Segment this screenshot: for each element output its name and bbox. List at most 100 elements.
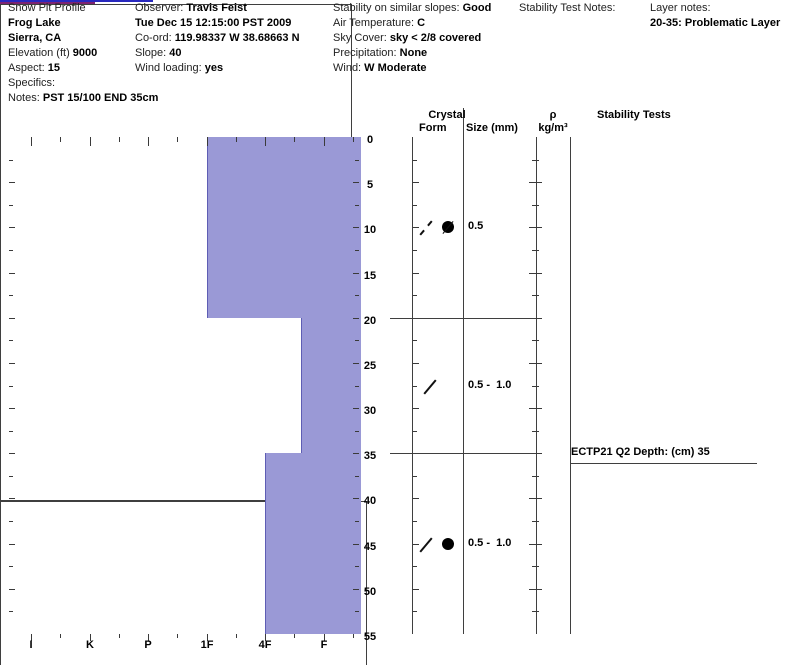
axis-tick bbox=[31, 137, 32, 146]
stability-test-result: ECTP21 Q2 Depth: (cm) 35 bbox=[571, 446, 710, 458]
size-density-divider bbox=[536, 137, 537, 634]
depth-tick bbox=[9, 340, 13, 341]
header-line: Wind: W Moderate bbox=[333, 62, 427, 74]
depth-tick bbox=[9, 566, 13, 567]
axis-tick bbox=[324, 137, 325, 146]
table-depth-tick bbox=[413, 521, 417, 522]
depth-tick bbox=[353, 408, 359, 409]
layer-bar bbox=[265, 453, 361, 634]
header-line: Snow Pit Profile bbox=[8, 2, 86, 14]
header-field-label: Aspect: bbox=[8, 62, 45, 74]
layer-bar bbox=[301, 318, 361, 453]
header-field-value: 119.98337 W 38.68663 N bbox=[171, 32, 300, 44]
hardness-axis-label: F bbox=[320, 639, 328, 651]
grain-size-value: 0.5 - 1.0 bbox=[468, 379, 512, 391]
header-field-label: Notes: bbox=[8, 92, 40, 104]
header-field-value: 20-35: Problematic Layer bbox=[650, 17, 781, 29]
hardness-axis-label: P bbox=[144, 639, 152, 651]
depth-tick bbox=[9, 611, 13, 612]
depth-tick bbox=[9, 453, 15, 454]
axis-tick bbox=[353, 137, 354, 142]
table-depth-tick bbox=[532, 205, 539, 206]
header-line: Air Temperature: C bbox=[333, 17, 425, 29]
table-depth-tick bbox=[532, 611, 539, 612]
table-depth-tick bbox=[532, 386, 539, 387]
rounded-grain-icon bbox=[442, 538, 454, 550]
header-line: Co-ord: 119.98337 W 38.68663 N bbox=[135, 32, 300, 44]
axis-tick bbox=[119, 634, 120, 638]
depth-tick bbox=[9, 521, 13, 522]
grain-slash-icon bbox=[419, 537, 433, 553]
depth-tick bbox=[9, 589, 15, 590]
header-field-label: Layer notes: bbox=[650, 2, 711, 14]
depth-tick bbox=[355, 250, 359, 251]
table-depth-tick bbox=[529, 273, 542, 274]
header-field-value: Tue Dec 15 12:15:00 PST 2009 bbox=[135, 17, 292, 29]
depth-axis-label: 50 bbox=[363, 586, 377, 598]
grain-size-value: 0.5 - 1.0 bbox=[468, 537, 512, 549]
depth-tick bbox=[355, 431, 359, 432]
header-line: Sky Cover: sky < 2/8 covered bbox=[333, 32, 481, 44]
header-field-value: 15 bbox=[44, 62, 60, 74]
depth-axis-label: 55 bbox=[363, 631, 377, 643]
table-depth-tick bbox=[413, 182, 419, 183]
table-depth-tick bbox=[532, 431, 539, 432]
depth-tick bbox=[355, 386, 359, 387]
axis-tick bbox=[294, 634, 295, 638]
table-depth-tick bbox=[413, 589, 419, 590]
depth-tick bbox=[353, 544, 359, 545]
depth-axis-label: 30 bbox=[363, 405, 377, 417]
depth-axis-label: 25 bbox=[363, 360, 377, 372]
depth-tick bbox=[9, 205, 13, 206]
table-depth-tick bbox=[413, 566, 417, 567]
header-field-label: Slope: bbox=[135, 47, 167, 59]
axis-tick bbox=[236, 137, 237, 142]
axis-tick bbox=[90, 137, 91, 146]
axis-tick bbox=[294, 137, 295, 142]
form-size-divider bbox=[463, 108, 464, 634]
size-column-header: Size (mm) bbox=[466, 122, 518, 134]
table-depth-tick bbox=[529, 227, 542, 228]
depth-tick bbox=[9, 160, 13, 161]
header-line: Sierra, CA bbox=[8, 32, 61, 44]
table-depth-tick bbox=[529, 544, 542, 545]
depth-axis-label: 15 bbox=[363, 270, 377, 282]
header-field-value: None bbox=[396, 47, 428, 59]
table-depth-tick bbox=[413, 340, 417, 341]
hardness-profile-plot: I K P 1F 4F F 0 5 10 15 20 25 30 35 40 45 50 55 bbox=[0, 0, 377, 651]
depth-tick bbox=[9, 250, 13, 251]
hardness-axis-label: I bbox=[29, 639, 33, 651]
depth-tick bbox=[355, 476, 359, 477]
depth-tick bbox=[355, 566, 359, 567]
depth-axis-label: 5 bbox=[366, 179, 374, 191]
depth-axis-label: 10 bbox=[363, 224, 377, 236]
depth-tick bbox=[355, 521, 359, 522]
depth-tick bbox=[9, 408, 15, 409]
axis-tick bbox=[265, 137, 266, 146]
depth-tick bbox=[353, 227, 359, 228]
table-depth-tick bbox=[413, 498, 419, 499]
hardness-axis-label: K bbox=[86, 639, 94, 651]
header-field-label: Specifics: bbox=[8, 77, 56, 89]
table-layer-line bbox=[390, 453, 536, 454]
depth-tick bbox=[355, 205, 359, 206]
header-field-value: Sierra, CA bbox=[8, 32, 62, 44]
header-field-value: PST 15/100 END 35cm bbox=[39, 92, 159, 104]
axis-tick bbox=[265, 634, 266, 641]
axis-tick bbox=[207, 137, 208, 146]
table-frame bbox=[0, 501, 367, 665]
axis-tick bbox=[60, 137, 61, 142]
depth-axis-label: 40 bbox=[363, 495, 377, 507]
depth-tick bbox=[9, 227, 15, 228]
stability-tests-header: Stability Tests bbox=[597, 109, 671, 121]
table-depth-tick bbox=[413, 363, 419, 364]
table-depth-tick bbox=[532, 566, 539, 567]
header-line: Slope: 40 bbox=[135, 47, 182, 59]
header-line: Observer: Travis Feist bbox=[135, 2, 247, 14]
depth-tick bbox=[355, 160, 359, 161]
table-depth-tick bbox=[413, 476, 417, 477]
crystal-column-header: Crystal bbox=[428, 109, 466, 121]
table-depth-tick bbox=[529, 589, 542, 590]
form-tick-rule bbox=[412, 137, 413, 634]
header-field-label: Snow Pit Profile bbox=[8, 2, 86, 14]
